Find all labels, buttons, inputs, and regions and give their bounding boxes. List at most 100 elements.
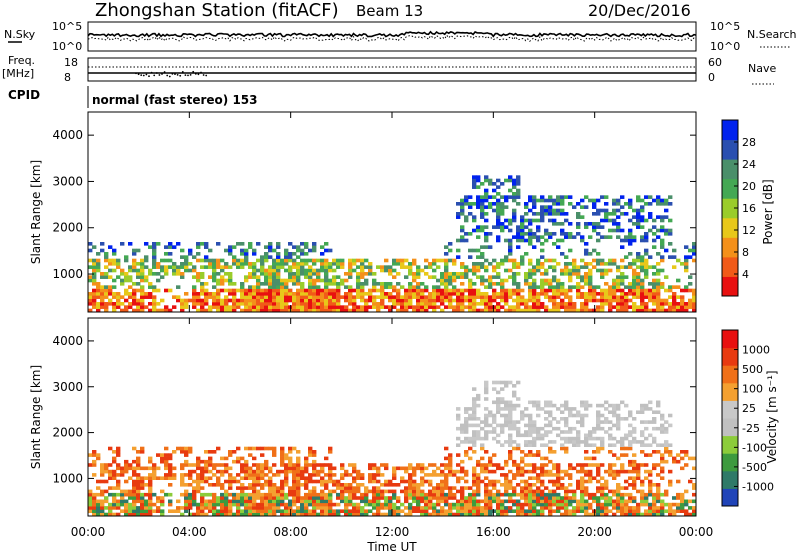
velocity-cell: [124, 479, 129, 484]
power-cell: [480, 262, 485, 266]
power-cell: [456, 255, 461, 259]
power-cell: [544, 272, 549, 276]
power-cell: [612, 298, 617, 303]
velocity-cell: [348, 463, 353, 467]
velocity-cell: [468, 423, 473, 428]
velocity-cell: [484, 486, 489, 490]
velocity-cell: [548, 446, 553, 451]
velocity-cell: [648, 512, 653, 517]
velocity-cell: [252, 489, 257, 494]
velocity-cell: [564, 440, 569, 444]
velocity-cell: [536, 489, 541, 494]
velocity-cell: [580, 502, 585, 507]
power-cell: [204, 265, 209, 269]
power-cell: [432, 288, 437, 293]
velocity-cell: [200, 512, 205, 517]
power-cell: [632, 215, 637, 219]
power-cell: [256, 278, 261, 283]
velocity-cell: [336, 496, 341, 500]
velocity-cell: [584, 456, 589, 461]
power-cell: [652, 238, 657, 243]
power-cell: [276, 255, 281, 259]
power-cell: [476, 302, 481, 306]
velocity-cell: [212, 496, 217, 500]
velocity-cell: [356, 469, 361, 474]
velocity-cell: [588, 443, 593, 447]
velocity-cell: [124, 509, 129, 513]
power-cell: [688, 248, 693, 253]
power-cell: [508, 308, 513, 313]
power-cell: [608, 308, 613, 313]
power-cell: [436, 298, 441, 303]
power-cell: [640, 292, 645, 296]
velocity-cell: [528, 496, 533, 500]
velocity-cell: [260, 469, 265, 474]
velocity-cell: [200, 459, 205, 464]
velocity-cell: [536, 433, 541, 438]
velocity-cell: [268, 446, 273, 451]
xtick-label: 12:00: [375, 525, 410, 539]
power-cell: [96, 262, 101, 266]
velocity-cell: [584, 407, 589, 411]
velocity-cell: [284, 463, 289, 467]
power-cell: [308, 265, 313, 269]
velocity-cell: [440, 492, 445, 497]
velocity-cell: [544, 492, 549, 497]
power-cell: [176, 268, 181, 273]
velocity-cell: [536, 476, 541, 480]
velocity-cell: [624, 417, 629, 421]
power-cell: [176, 272, 181, 276]
power-cell: [136, 302, 141, 306]
power-cell: [140, 305, 145, 309]
velocity-cell: [612, 403, 617, 408]
velocity-cell: [352, 489, 357, 494]
velocity-cell: [272, 489, 277, 494]
velocity-cell: [304, 463, 309, 467]
power-cell: [508, 258, 513, 263]
velocity-cell: [576, 486, 581, 490]
velocity-cell: [92, 459, 97, 464]
power-colorbar-segment: [722, 139, 738, 160]
power-cell: [252, 305, 257, 309]
power-cell: [528, 238, 533, 243]
velocity-cell: [484, 397, 489, 401]
power-cell: [224, 272, 229, 276]
velocity-cell: [516, 499, 521, 504]
velocity-cell: [624, 492, 629, 497]
power-cell: [484, 268, 489, 273]
velocity-cell: [280, 456, 285, 461]
velocity-cell: [544, 506, 549, 510]
power-cell: [644, 218, 649, 223]
power-cell: [592, 212, 597, 216]
power-cell: [520, 302, 525, 306]
velocity-cell: [484, 407, 489, 411]
velocity-cell: [152, 473, 157, 477]
power-cell: [376, 305, 381, 309]
power-ytick-label: 3000: [52, 174, 83, 188]
power-cell: [500, 278, 505, 283]
velocity-cell: [412, 479, 417, 484]
velocity-cell: [508, 410, 513, 414]
power-cell: [120, 278, 125, 283]
power-cell: [328, 288, 333, 293]
velocity-cell: [228, 502, 233, 507]
power-cell: [468, 302, 473, 306]
power-cell: [348, 295, 353, 299]
power-cell: [320, 262, 325, 266]
beam-label: Beam 13: [356, 2, 423, 20]
power-cell: [468, 268, 473, 273]
power-cell: [116, 302, 121, 306]
nave-dip-point: [163, 71, 166, 73]
power-cell: [496, 265, 501, 269]
velocity-cell: [476, 509, 481, 513]
velocity-cell: [492, 436, 497, 441]
power-cell: [472, 292, 477, 296]
power-cell: [644, 238, 649, 243]
velocity-cell: [596, 436, 601, 441]
velocity-cell: [132, 492, 137, 497]
velocity-cell: [624, 479, 629, 484]
velocity-cell: [204, 499, 209, 504]
velocity-cell: [116, 502, 121, 507]
velocity-cell: [656, 496, 661, 500]
power-cell: [536, 258, 541, 263]
